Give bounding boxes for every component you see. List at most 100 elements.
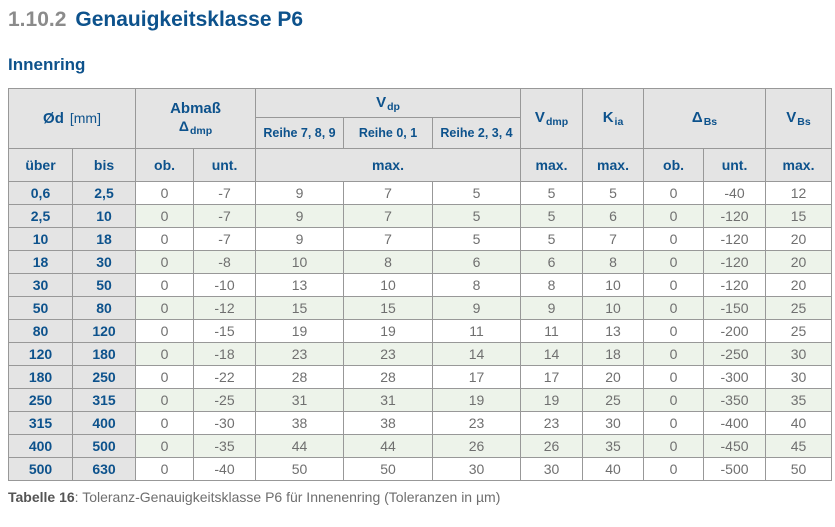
- value-cell: 25: [765, 296, 833, 320]
- value-cell: 23: [520, 411, 584, 435]
- vbs-symbol: V: [786, 109, 797, 126]
- value-cell: 31: [255, 388, 345, 412]
- value-cell: 20: [582, 365, 645, 389]
- value-cell: -10: [193, 273, 257, 297]
- value-cell: 17: [432, 365, 522, 389]
- dimension-cell: 80: [8, 319, 73, 343]
- value-cell: 15: [255, 296, 345, 320]
- value-cell: 7: [582, 227, 645, 251]
- value-cell: 0: [643, 319, 705, 343]
- dimension-cell: 30: [8, 273, 73, 297]
- col-header-reihe-789: Reihe 7, 8, 9: [255, 117, 345, 149]
- value-cell: 0: [135, 204, 195, 228]
- value-cell: 13: [255, 273, 345, 297]
- value-cell: 0: [135, 319, 195, 343]
- caption-text: : Toleranz-Genauigkeitsklasse P6 für Inn…: [74, 489, 501, 505]
- value-cell: 30: [765, 342, 833, 366]
- table-row: 2,5 10 0 -7 9 7 5 5 6 0 -120 15: [8, 204, 833, 228]
- page-subtitle: Innenring: [8, 55, 86, 74]
- value-cell: 0: [643, 434, 705, 458]
- dimension-cell: 250: [71, 365, 137, 389]
- dimension-cell: 400: [71, 411, 137, 435]
- col-header-ob: ob.: [135, 148, 195, 182]
- table-row: 80 120 0 -15 19 19 11 11 13 0 -200 25: [8, 319, 833, 343]
- value-cell: 8: [343, 250, 434, 274]
- table-row: 18 30 0 -8 10 8 6 6 8 0 -120 20: [8, 250, 833, 274]
- dimension-cell: 400: [8, 434, 73, 458]
- col-header-vdp: Vdp: [255, 88, 522, 118]
- value-cell: 0: [643, 250, 705, 274]
- value-cell: -200: [703, 319, 767, 343]
- value-cell: 50: [343, 457, 434, 481]
- header-row-1: Ød [mm] Abmaß Δdmp Vdp Vdmp Kia ΔBs: [7, 88, 833, 149]
- value-cell: 20: [765, 273, 833, 297]
- value-cell: 0: [643, 457, 705, 481]
- value-cell: 0: [643, 227, 705, 251]
- col-header-vbs-max: max.: [765, 148, 833, 182]
- value-cell: -30: [193, 411, 257, 435]
- value-cell: -7: [193, 227, 257, 251]
- value-cell: 0: [643, 342, 705, 366]
- value-cell: 45: [765, 434, 833, 458]
- value-cell: 10: [343, 273, 434, 297]
- value-cell: -300: [703, 365, 767, 389]
- value-cell: -150: [703, 296, 767, 320]
- value-cell: -120: [703, 227, 767, 251]
- value-cell: 7: [343, 227, 434, 251]
- value-cell: -350: [703, 388, 767, 412]
- value-cell: 11: [432, 319, 522, 343]
- dimension-cell: 10: [71, 204, 137, 228]
- value-cell: 5: [432, 227, 522, 251]
- value-cell: 0: [643, 388, 705, 412]
- table-row: 500 630 0 -40 50 50 30 30 40 0 -500 50: [8, 457, 833, 481]
- value-cell: 9: [255, 204, 345, 228]
- value-cell: 0: [135, 181, 195, 205]
- vdmp-subscript: dmp: [545, 116, 569, 128]
- delta-subscript: dmp: [189, 125, 213, 137]
- dimension-cell: 18: [8, 250, 73, 274]
- value-cell: -450: [703, 434, 767, 458]
- table-row: 400 500 0 -35 44 44 26 26 35 0 -450 45: [8, 434, 833, 458]
- value-cell: -500: [703, 457, 767, 481]
- value-cell: 18: [582, 342, 645, 366]
- value-cell: 38: [343, 411, 434, 435]
- value-cell: 31: [343, 388, 434, 412]
- value-cell: 0: [643, 365, 705, 389]
- value-cell: 14: [432, 342, 522, 366]
- value-cell: 8: [520, 273, 584, 297]
- value-cell: -250: [703, 342, 767, 366]
- value-cell: 19: [432, 388, 522, 412]
- value-cell: 44: [255, 434, 345, 458]
- value-cell: -22: [193, 365, 257, 389]
- value-cell: 9: [432, 296, 522, 320]
- dimension-cell: 2,5: [8, 204, 73, 228]
- dimension-cell: 120: [71, 319, 137, 343]
- value-cell: 13: [582, 319, 645, 343]
- dimension-cell: 0,6: [8, 181, 73, 205]
- dimension-cell: 50: [71, 273, 137, 297]
- value-cell: 14: [520, 342, 584, 366]
- dimension-cell: 500: [71, 434, 137, 458]
- value-cell: 50: [765, 457, 833, 481]
- value-cell: 38: [255, 411, 345, 435]
- col-header-ueber: über: [8, 148, 73, 182]
- value-cell: 9: [255, 181, 345, 205]
- value-cell: 40: [765, 411, 833, 435]
- dimension-cell: 180: [71, 342, 137, 366]
- vdp-subscript: dp: [387, 100, 400, 113]
- value-cell: 19: [520, 388, 584, 412]
- dimension-cell: 30: [71, 250, 137, 274]
- col-header-diameter: Ød [mm]: [7, 88, 137, 149]
- page-title: 1.10.2 Genauigkeitsklasse P6: [8, 8, 303, 32]
- value-cell: 19: [343, 319, 434, 343]
- col-header-vdp-max: max.: [255, 148, 522, 182]
- dimension-cell: 500: [8, 457, 73, 481]
- header-row-2: Reihe 7, 8, 9 Reihe 0, 1 Reihe 2, 3, 4: [9, 117, 832, 149]
- dimension-cell: 80: [71, 296, 137, 320]
- table-header: Ød [mm] Abmaß Δdmp Vdp Vdmp Kia ΔBs: [7, 88, 833, 182]
- vdmp-symbol: V: [534, 109, 545, 126]
- value-cell: 30: [520, 457, 584, 481]
- value-cell: -120: [703, 204, 767, 228]
- col-header-reihe-234: Reihe 2, 3, 4: [432, 117, 522, 149]
- value-cell: 23: [255, 342, 345, 366]
